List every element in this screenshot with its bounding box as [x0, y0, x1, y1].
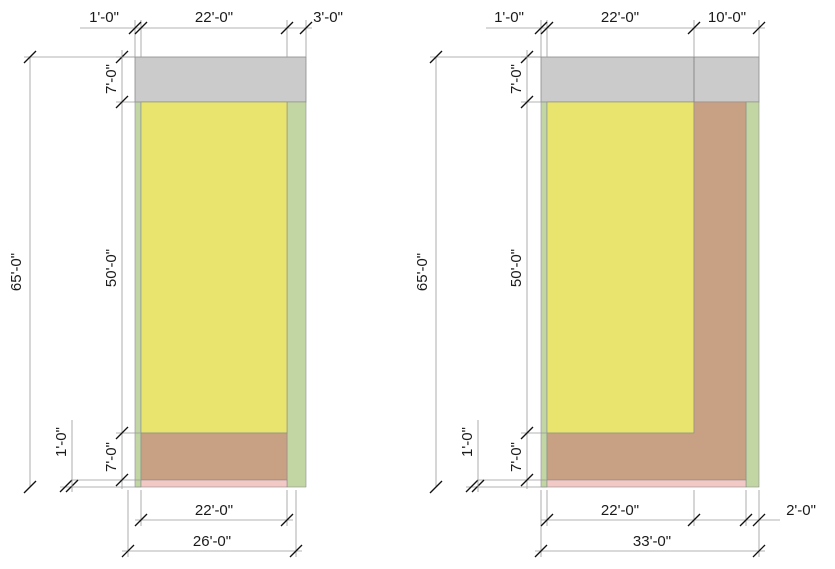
plan-b-top-dimension-string: 1'-0" 22'-0" 10'-0" [486, 9, 766, 57]
plan-a-overall-depth: 65'-0" [8, 50, 135, 494]
plan-a-left-dim-4: 1'-0" [53, 427, 70, 457]
plan-b-left-dim-4: 1'-0" [459, 427, 476, 457]
plan-a-overall-depth-label: 65'-0" [8, 253, 25, 291]
plan-a-top-dimension-string: 1'-0" 22'-0" 3'-0" [80, 9, 343, 57]
plan-a-left-dimension-string: 7'-0" 50'-0" 7'-0" 1'-0" [53, 50, 141, 493]
plan-a-left-dim-3: 7'-0" [103, 442, 120, 472]
plan-b: 1'-0" 22'-0" 10'-0" 7'-0" 50'-0" 7'-0" 1… [414, 9, 816, 558]
plan-b-bottom-dim-3: 33'-0" [633, 533, 671, 550]
plan-b-overall-depth-label: 65'-0" [414, 253, 431, 291]
plan-a-top-dim-1: 1'-0" [89, 9, 119, 26]
plan-b-top-dim-1: 1'-0" [494, 9, 524, 26]
plan-a-entry-strip [140, 479, 288, 488]
plan-b-overall-depth: 65'-0" [414, 50, 541, 494]
plan-a-left-landscape-strip [134, 101, 142, 488]
plan-b-left-dim-2: 50'-0" [508, 249, 525, 287]
plan-a-left-dim-1: 7'-0" [103, 64, 120, 94]
plan-b-top-dim-3: 10'-0" [708, 9, 746, 26]
plan-a-bottom-dim-2: 26'-0" [193, 533, 231, 550]
plan-b-bottom-dim-2: 2'-0" [786, 502, 816, 519]
plan-a-right-landscape-strip [286, 101, 307, 488]
plan-a-bottom-dimension-string: 22'-0" 26'-0" [121, 490, 303, 558]
plan-b-bottom-dimension-string: 22'-0" 2'-0" 33'-0" [534, 490, 816, 558]
plan-b-left-dim-1: 7'-0" [508, 64, 525, 94]
plan-b-left-dimension-string: 7'-0" 50'-0" 7'-0" 1'-0" [459, 50, 547, 493]
plan-a-top-dim-3: 3'-0" [313, 9, 343, 26]
plan-b-top-dim-2: 22'-0" [601, 9, 639, 26]
plan-b-left-landscape-strip [540, 101, 548, 488]
plan-b-building-footprint [546, 101, 695, 434]
plan-a-left-dim-2: 50'-0" [103, 249, 120, 287]
plan-a-bottom-dim-1: 22'-0" [195, 502, 233, 519]
plan-a-parking-zone [140, 432, 288, 481]
plan-b-left-dim-3: 7'-0" [508, 442, 525, 472]
plan-a-building-footprint [140, 101, 288, 434]
plan-a: 1'-0" 22'-0" 3'-0" 7'-0" 50'-0" 7'-0" 1'… [8, 9, 343, 558]
plan-b-right-landscape-strip [745, 101, 760, 488]
plan-a-top-dim-2: 22'-0" [195, 9, 233, 26]
plan-b-street-zone [540, 56, 760, 103]
plan-b-entry-strip [546, 479, 747, 488]
plan-a-street-zone [134, 56, 307, 103]
plan-b-bottom-dim-1: 22'-0" [601, 502, 639, 519]
